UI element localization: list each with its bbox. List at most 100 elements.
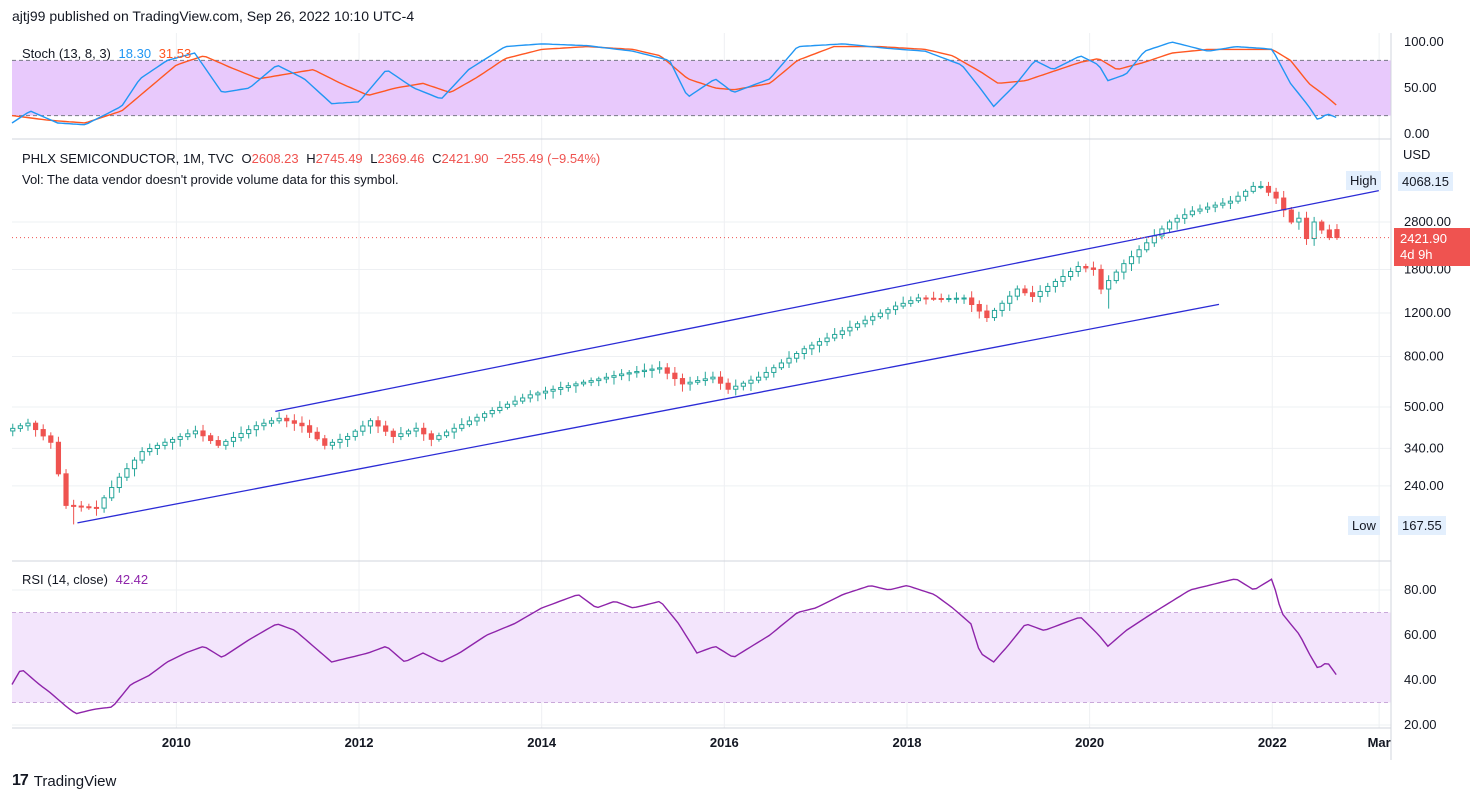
candle-body bbox=[892, 305, 899, 311]
footer-brand[interactable]: 17 TradingView bbox=[12, 772, 116, 790]
candle-body bbox=[596, 378, 602, 382]
high-value-tag: 4068.15 bbox=[1398, 172, 1453, 191]
close-value: 2421.90 bbox=[441, 151, 489, 166]
candle-body bbox=[908, 300, 914, 304]
candle-body bbox=[1113, 271, 1119, 282]
candle-body bbox=[443, 431, 450, 437]
candle-body bbox=[1250, 185, 1256, 192]
candle-body bbox=[1060, 275, 1066, 282]
stoch-d-line bbox=[11, 45, 1337, 124]
candle-body bbox=[535, 392, 541, 396]
candle-body bbox=[1281, 197, 1287, 211]
candle-body bbox=[63, 473, 69, 506]
candle-body bbox=[284, 417, 290, 422]
candle-body bbox=[931, 297, 937, 300]
candle-body bbox=[459, 424, 465, 429]
candle-body bbox=[641, 369, 648, 373]
candle-body bbox=[991, 309, 998, 319]
stoch-legend: Stoch (13, 8, 3) 18.30 31.53 bbox=[22, 46, 195, 61]
candle-body bbox=[86, 506, 92, 509]
candle-body bbox=[1220, 202, 1226, 206]
candle-body bbox=[1045, 285, 1051, 292]
candle-body bbox=[162, 441, 168, 446]
candle-body bbox=[1151, 235, 1157, 244]
candle-body bbox=[695, 380, 701, 383]
price-axis-label: 2800.00 bbox=[1404, 214, 1451, 229]
candle-body bbox=[208, 435, 214, 442]
candle-body bbox=[192, 430, 199, 435]
candle-body bbox=[580, 381, 587, 385]
high-label: H bbox=[306, 151, 316, 166]
candle-body bbox=[466, 420, 472, 426]
ohlc-open: O2608.23 bbox=[242, 151, 299, 166]
candle-body bbox=[17, 425, 23, 429]
candle-body bbox=[824, 337, 830, 343]
candle-body bbox=[839, 330, 845, 335]
candle-body bbox=[618, 373, 625, 377]
candle-body bbox=[603, 376, 609, 380]
candle-body bbox=[870, 316, 876, 321]
publish-header: ajtj99 published on TradingView.com, Sep… bbox=[12, 8, 415, 24]
channel-lower-line bbox=[77, 303, 1220, 524]
price-axis-label: 240.00 bbox=[1404, 478, 1444, 493]
candle-body bbox=[725, 382, 731, 390]
stoch-d-value: 31.53 bbox=[158, 46, 192, 61]
price-axis-label: 800.00 bbox=[1404, 349, 1444, 364]
candle-body bbox=[436, 435, 442, 440]
candle-body bbox=[588, 380, 594, 383]
high-value: 2745.49 bbox=[315, 151, 363, 166]
candle-body bbox=[961, 297, 967, 300]
low-label: L bbox=[370, 151, 378, 166]
tradingview-logo-icon: 17 bbox=[12, 772, 29, 789]
close-label: C bbox=[432, 151, 442, 166]
currency-label: USD bbox=[1403, 147, 1431, 162]
candle-body bbox=[101, 497, 107, 509]
candle-body bbox=[854, 323, 861, 328]
candle-body bbox=[969, 297, 975, 306]
ohlc-low: L2369.46 bbox=[370, 151, 424, 166]
candle-body bbox=[687, 381, 693, 385]
candle-body bbox=[261, 422, 267, 427]
candle-body bbox=[1311, 221, 1317, 240]
candle-body bbox=[124, 468, 130, 478]
candle-body bbox=[847, 326, 853, 332]
stoch-k-value: 18.30 bbox=[118, 46, 152, 61]
candle-body bbox=[10, 427, 16, 432]
candle-body bbox=[1334, 229, 1340, 239]
candle-body bbox=[1227, 200, 1234, 204]
candle-body bbox=[78, 505, 84, 508]
candle-body bbox=[1166, 221, 1173, 230]
candle-body bbox=[147, 448, 153, 453]
candle-body bbox=[862, 319, 868, 325]
candle-body bbox=[489, 410, 495, 415]
low-value: 2369.46 bbox=[377, 151, 425, 166]
rsi-band bbox=[12, 612, 1391, 703]
time-axis-label: Mar bbox=[1368, 735, 1391, 750]
candle-body bbox=[25, 422, 31, 427]
candle-body bbox=[116, 476, 122, 489]
candle-body bbox=[984, 310, 990, 319]
time-axis-label: 2016 bbox=[710, 735, 739, 750]
rsi-value: 42.42 bbox=[115, 572, 149, 587]
candle-body bbox=[1052, 280, 1058, 287]
candle-body bbox=[390, 430, 396, 437]
low-tag: Low bbox=[1348, 516, 1380, 535]
candle-body bbox=[923, 297, 929, 300]
price-axis-label: 340.00 bbox=[1404, 440, 1444, 455]
candle-body bbox=[246, 429, 252, 435]
candle-body bbox=[550, 388, 556, 392]
candle-body bbox=[93, 506, 100, 509]
ohlc-high: H2745.49 bbox=[306, 151, 362, 166]
candle-body bbox=[1090, 267, 1097, 270]
main-legend: PHLX SEMICONDUCTOR, 1M, TVC O2608.23 H27… bbox=[22, 151, 604, 166]
volume-note: Vol: The data vendor doesn't provide vol… bbox=[22, 172, 399, 187]
candle-body bbox=[428, 433, 434, 440]
candle-body bbox=[763, 371, 769, 378]
candle-body bbox=[649, 368, 655, 371]
candle-body bbox=[710, 376, 716, 380]
high-tag: High bbox=[1346, 171, 1381, 190]
candle-body bbox=[230, 436, 237, 442]
candle-body bbox=[1189, 210, 1195, 216]
candle-body bbox=[1075, 266, 1081, 272]
